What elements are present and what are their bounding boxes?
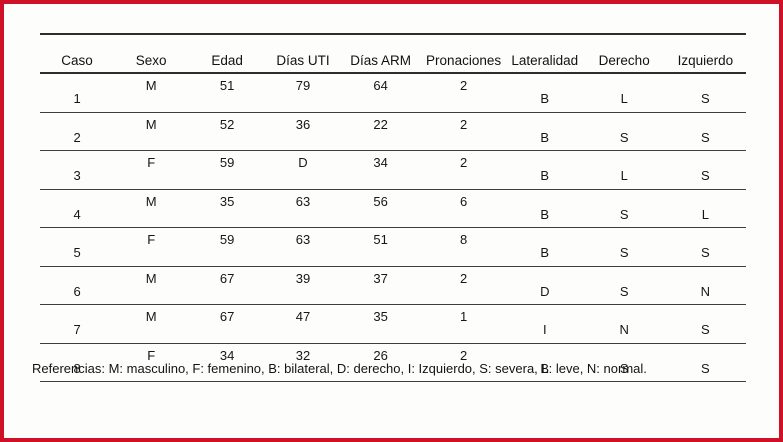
table-cell: 35 [373,309,388,324]
table-cell: D [540,283,550,299]
table-cell: 1 [73,91,81,106]
table-cell: S [701,245,710,260]
table-cell: 5 [73,245,81,260]
table-cell: S [619,129,629,145]
table-cell: 2 [459,155,468,170]
table-cell: B [540,129,550,145]
table-cell: 52 [219,116,235,132]
table-cell: 6 [73,283,81,299]
table-cell: 63 [295,232,311,247]
table-cell: 34 [373,155,388,170]
table-cell: 63 [295,193,311,209]
table-cell: F [147,155,156,170]
table-cell: S [619,283,629,299]
table-cell: B [540,91,550,106]
table-cell: S [619,206,629,222]
table-cell: F [147,232,156,247]
table-cell: 32 [295,347,311,363]
column-header: Sexo [135,53,167,68]
table-cell: 22 [373,116,388,132]
table-cell: N [619,322,629,337]
table-cell: 39 [295,270,311,286]
table-cell: S [701,91,710,106]
table-cell: D [298,155,308,170]
column-header: Izquierdo [677,53,734,68]
table-cell: S [701,360,710,376]
table-cell: M [145,309,157,324]
table-cell: 2 [459,116,468,132]
table-cell: M [145,193,157,209]
table-cell: 2 [73,129,81,145]
table-cell: S [701,129,710,145]
table-cell: 2 [459,78,468,93]
table-cell: B [540,168,550,183]
table-cell: 51 [373,232,388,247]
table-cell: S [619,245,629,260]
table-cell: 8 [459,232,468,247]
table-cell: 3 [73,168,81,183]
table-cell: S [619,360,629,376]
table-cell: F [147,347,156,363]
table-cell: 6 [459,193,468,209]
table-cell: M [145,270,157,286]
table-cell: 1 [459,309,468,324]
table-row: 3 F 59 D 34 2 B L S [40,151,746,190]
table-row: 4 M 35 63 56 6 B S L [40,190,746,228]
table-cell: 67 [219,309,235,324]
table-cell: 26 [373,347,388,363]
table-cell: 8 [73,360,81,376]
table-cell: 2 [459,347,468,363]
table-cell: S [701,322,710,337]
cases-table: Caso Sexo Edad Días UTI Días ARM Pronaciones L… [40,33,746,382]
column-header: Edad [211,53,243,68]
table-cell: 34 [219,347,235,363]
table-cell: M [145,78,157,93]
table-cell: 47 [295,309,311,324]
column-header: Días UTI [276,53,330,68]
table-cell: I [542,322,547,337]
column-header: Caso [61,53,93,68]
table-cell: S [701,168,710,183]
table-row: 7 M 67 47 35 1 I N S [40,305,746,344]
table-cell: 59 [219,232,235,247]
table-cell: 56 [373,193,388,209]
table-cell: 51 [219,78,235,93]
column-header: Pronaciones [426,53,502,68]
table-row: 6 M 67 39 37 2 D S N [40,267,746,305]
column-header: Derecho [598,53,650,68]
table-cell: B [540,360,550,376]
table-cell: M [145,116,157,132]
table-cell: L [701,206,709,222]
table-header-row: Caso Sexo Edad Días UTI Días ARM Pronaciones L… [40,33,746,74]
table-cell: 35 [219,193,235,209]
references-footnote: Referencias: M: masculino, F: femenino, … [32,361,647,376]
table-cell: 64 [373,78,388,93]
table-cell: 59 [219,155,235,170]
table-row: 2 M 52 36 22 2 B S S [40,113,746,151]
table-cell: N [700,283,711,299]
table-cell: 2 [459,270,468,286]
table-cell: B [540,245,550,260]
table-cell: 67 [219,270,235,286]
table-cell: B [540,206,550,222]
table-cell: 37 [373,270,388,286]
table-row: 1 M 51 79 64 2 B L S [40,74,746,113]
table-cell: L [620,168,628,183]
column-header: Lateralidad [511,53,579,68]
table-cell: 7 [73,322,81,337]
column-header: Días ARM [350,53,411,68]
table-cell: 4 [73,206,81,222]
table-cell: 79 [295,78,311,93]
table-body: 1 M 51 79 64 2 B L S 2 M 52 36 22 2 B S S 3 F 59 D 34 2 B L S 4 M 35 6… [40,74,746,382]
table-cell: 36 [295,116,311,132]
table-row: 8 F 34 32 26 2 B S S [40,344,746,382]
table-cell: L [620,91,628,106]
table-row: 5 F 59 63 51 8 B S S [40,228,746,267]
